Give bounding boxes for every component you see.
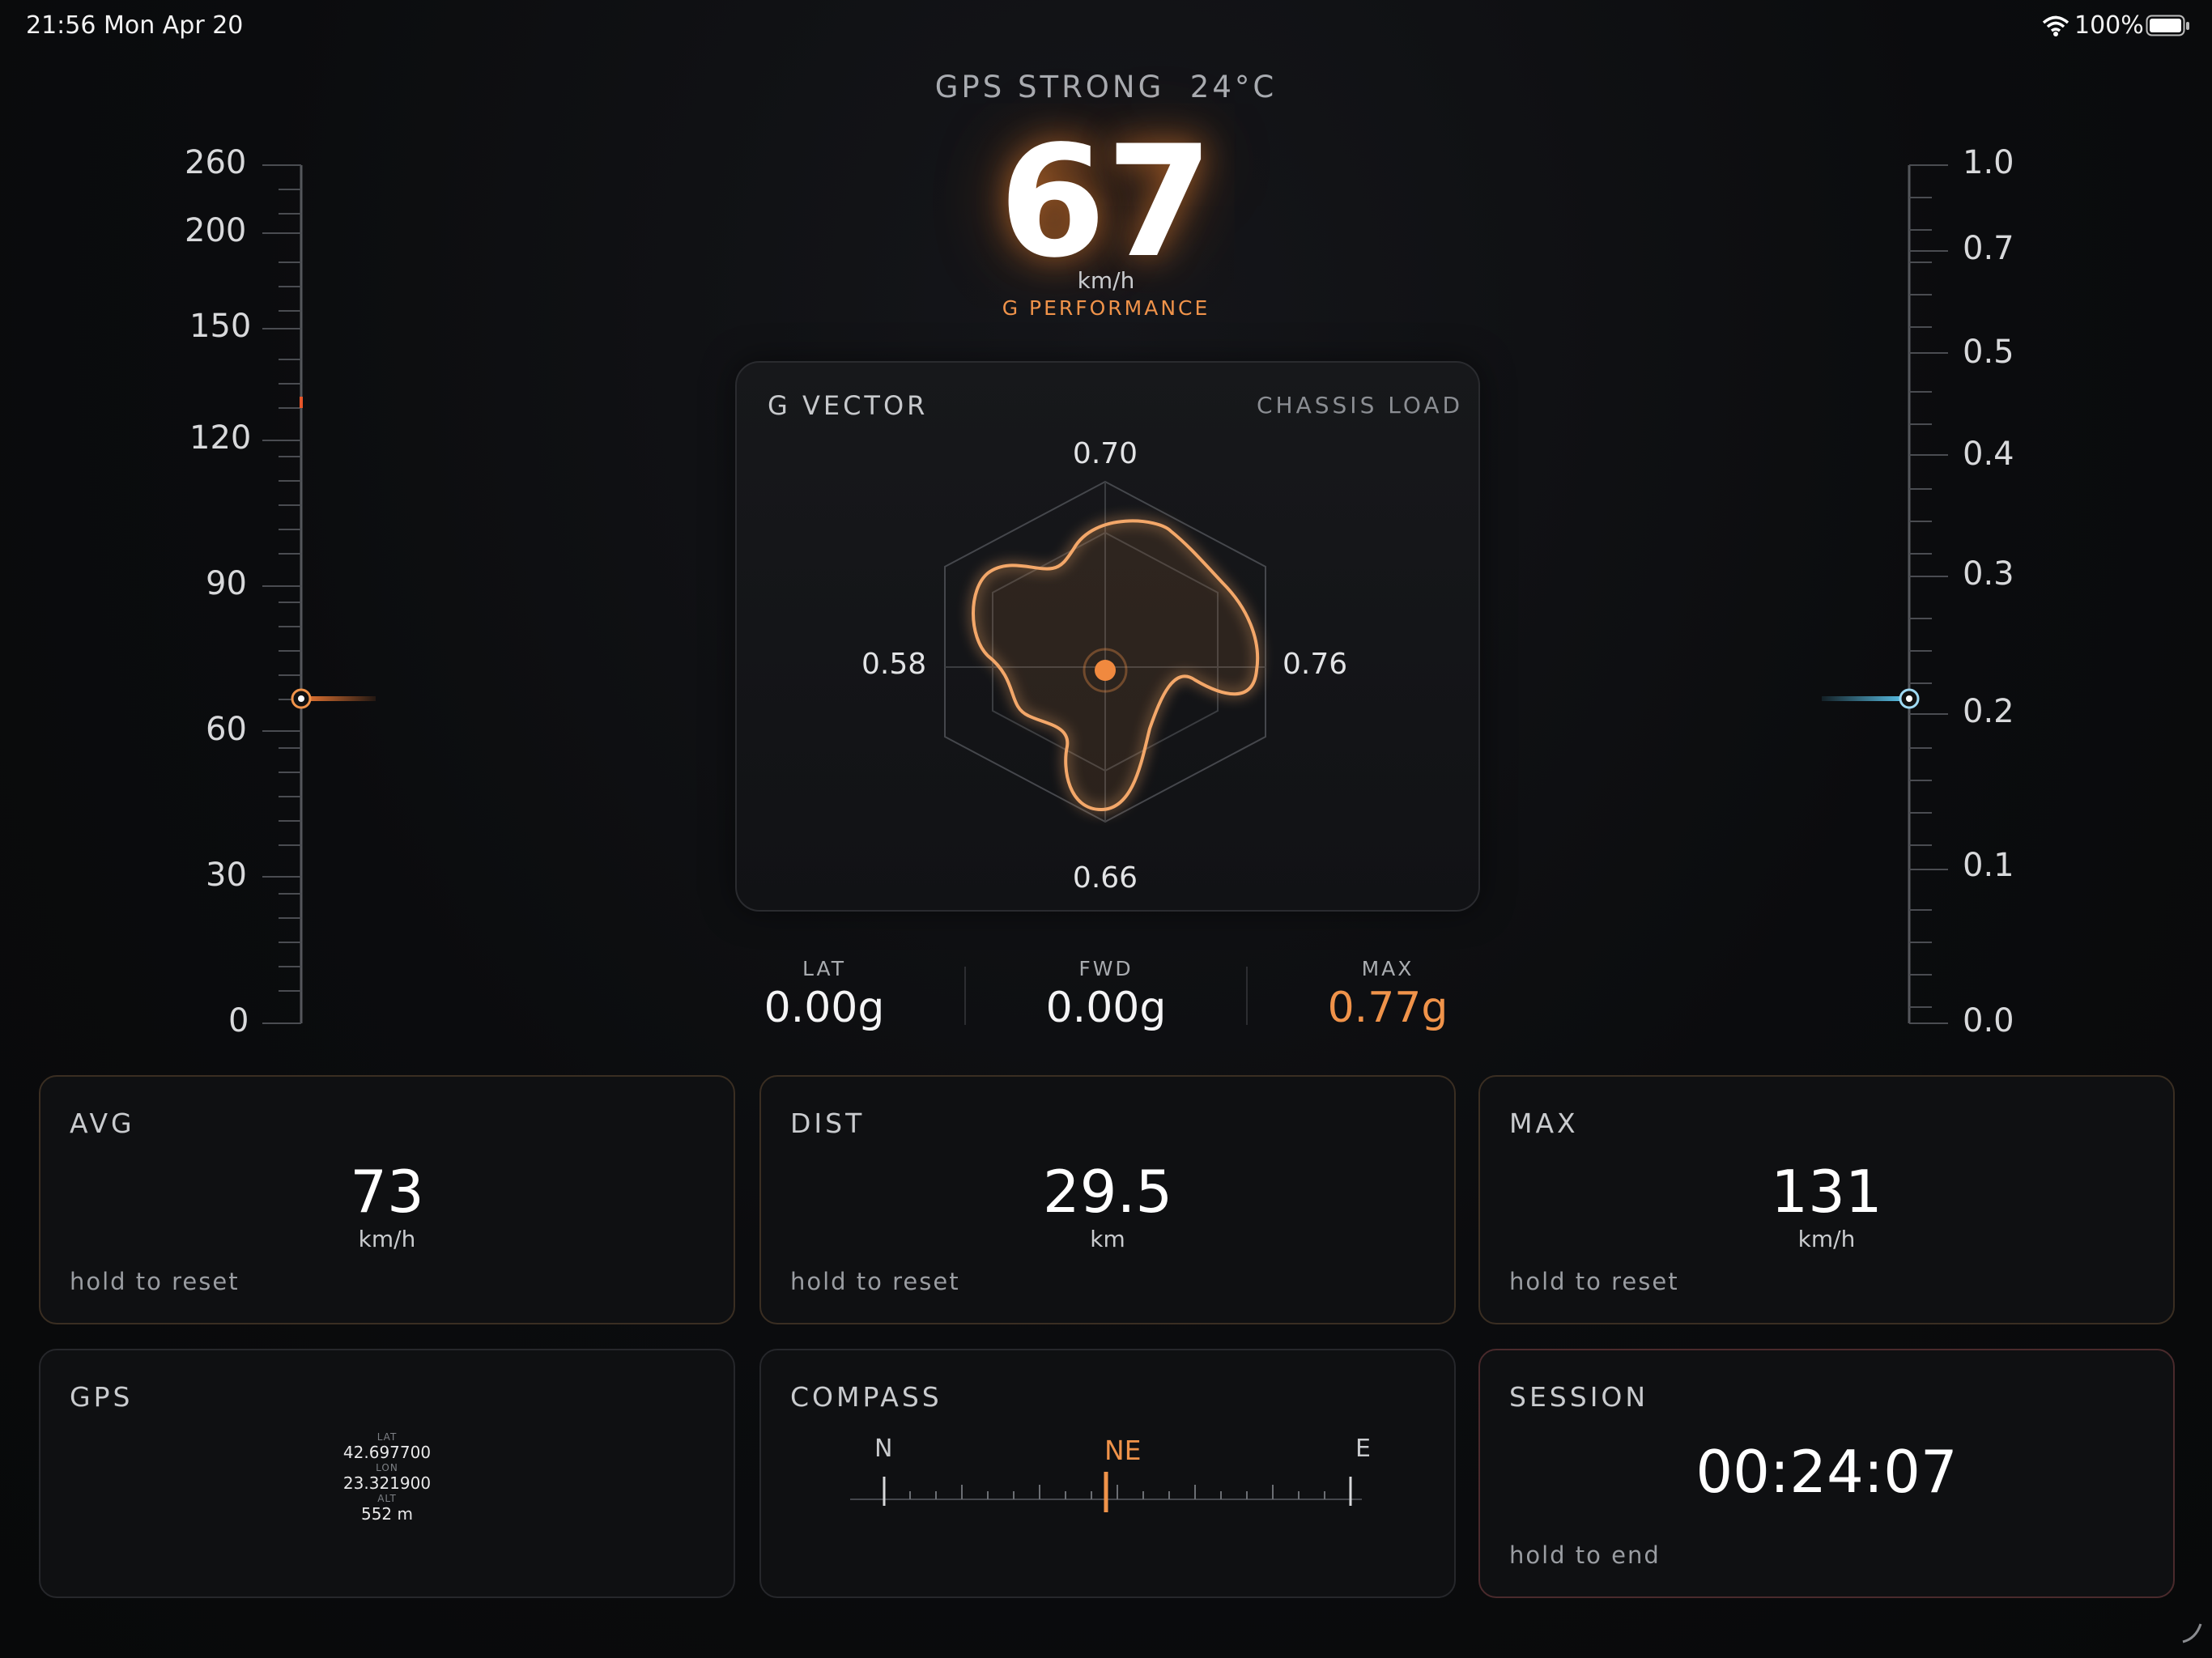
g-stat-lat-label: LAT bbox=[802, 957, 846, 980]
gps-alt: 552 m bbox=[360, 1504, 413, 1524]
max-title: MAX bbox=[1509, 1107, 1579, 1139]
battery-percent: 100% bbox=[2074, 11, 2144, 40]
g-stat-fwd: FWD 0.00g bbox=[1001, 957, 1211, 1032]
g-stat-divider bbox=[1246, 967, 1248, 1025]
gps-lon-label: LON bbox=[376, 1462, 398, 1473]
gps-card: GPS LAT 42.697700 LON 23.321900 ALT 552 … bbox=[39, 1349, 735, 1598]
session-title: SESSION bbox=[1509, 1381, 1649, 1413]
compass-strip bbox=[850, 1472, 1362, 1512]
g-vector-right: 0.76 bbox=[1283, 648, 1348, 681]
g-tick-1-0: 1.0 bbox=[1963, 144, 2014, 181]
session-hint: hold to end bbox=[1509, 1541, 1661, 1569]
gps-alt-label: ALT bbox=[377, 1493, 397, 1504]
dist-hint: hold to reset bbox=[790, 1268, 960, 1295]
g-stat-lat: LAT 0.00g bbox=[719, 957, 929, 1032]
session-card[interactable]: SESSION 00:24:07 hold to end bbox=[1478, 1349, 2175, 1598]
speed-tick-0: 0 bbox=[228, 1002, 249, 1039]
gps-lat-label: LAT bbox=[376, 1431, 398, 1443]
speed-value: 67 bbox=[998, 113, 1214, 291]
g-tick-0-7: 0.7 bbox=[1963, 230, 2014, 267]
g-vector-subtitle: CHASSIS LOAD bbox=[1257, 392, 1464, 419]
wifi-icon bbox=[2042, 15, 2069, 40]
drive-mode[interactable]: G PERFORMANCE bbox=[1002, 296, 1210, 320]
battery-icon bbox=[2146, 15, 2191, 40]
speed-unit: km/h bbox=[1077, 267, 1135, 294]
speed-gauge bbox=[262, 164, 376, 1024]
corner-handle-icon bbox=[2182, 1623, 2202, 1643]
compass-title: COMPASS bbox=[790, 1381, 942, 1413]
g-stat-lat-value: 0.00g bbox=[764, 984, 885, 1032]
avg-title: AVG bbox=[70, 1107, 135, 1139]
dist-card[interactable]: DIST 29.5 km hold to reset bbox=[759, 1075, 1456, 1324]
g-vector-top: 0.70 bbox=[1072, 437, 1138, 470]
g-gauge bbox=[1822, 164, 1948, 1024]
compass-right-label: E bbox=[1355, 1435, 1371, 1463]
session-time: 00:24:07 bbox=[1695, 1438, 1958, 1506]
g-stat-max-value: 0.77g bbox=[1327, 984, 1448, 1032]
dist-title: DIST bbox=[790, 1107, 866, 1139]
speed-tick-90: 90 bbox=[206, 565, 247, 602]
speed-gauge-marker-line bbox=[301, 696, 376, 701]
g-stat-max-label: MAX bbox=[1361, 957, 1414, 980]
gps-lon: 23.321900 bbox=[342, 1473, 432, 1493]
g-tick-0-4: 0.4 bbox=[1963, 436, 2014, 473]
speed-tick-60: 60 bbox=[206, 711, 247, 748]
status-time: 21:56 bbox=[26, 11, 96, 40]
g-tick-0-1: 0.1 bbox=[1963, 847, 2014, 884]
gps-status-line: GPS STRONG 24°C bbox=[0, 70, 2212, 104]
max-value: 131 bbox=[1771, 1158, 1882, 1226]
compass-heading: NE bbox=[1104, 1435, 1142, 1466]
g-vector-shape bbox=[972, 519, 1260, 812]
speed-tick-150: 150 bbox=[189, 308, 252, 345]
avg-card[interactable]: AVG 73 km/h hold to reset bbox=[39, 1075, 735, 1324]
g-stat-fwd-label: FWD bbox=[1078, 957, 1134, 980]
g-tick-0-2: 0.2 bbox=[1963, 693, 2014, 730]
g-tick-0-0: 0.0 bbox=[1963, 1002, 2014, 1039]
gps-status: GPS STRONG bbox=[934, 70, 1165, 104]
speed-tick-200: 200 bbox=[185, 212, 247, 249]
gps-lat: 42.697700 bbox=[342, 1443, 432, 1462]
speed-tick-120: 120 bbox=[189, 419, 252, 457]
max-card[interactable]: MAX 131 km/h hold to reset bbox=[1478, 1075, 2175, 1324]
speed-gauge-max-tick bbox=[300, 397, 303, 408]
temperature: 24°C bbox=[1189, 70, 1278, 104]
dist-unit: km bbox=[1090, 1226, 1125, 1252]
g-vector-radar bbox=[944, 480, 1266, 823]
compass-left-label: N bbox=[874, 1435, 893, 1463]
max-hint: hold to reset bbox=[1509, 1268, 1679, 1295]
avg-unit: km/h bbox=[358, 1226, 416, 1252]
g-tick-0-3: 0.3 bbox=[1963, 555, 2014, 593]
g-vector-bottom: 0.66 bbox=[1072, 861, 1138, 895]
g-gauge-marker-line bbox=[1822, 696, 1909, 701]
g-vector-point bbox=[1095, 660, 1116, 681]
avg-value: 73 bbox=[350, 1158, 424, 1226]
avg-hint: hold to reset bbox=[70, 1268, 240, 1295]
speed-tick-30: 30 bbox=[206, 857, 247, 894]
speed-tick-260: 260 bbox=[185, 144, 247, 181]
g-tick-0-5: 0.5 bbox=[1963, 334, 2014, 371]
g-stat-fwd-value: 0.00g bbox=[1045, 984, 1167, 1032]
compass-card: COMPASS N NE E bbox=[759, 1349, 1456, 1598]
gps-coordinates: LAT 42.697700 LON 23.321900 ALT 552 m bbox=[40, 1431, 734, 1524]
gps-title: GPS bbox=[70, 1381, 134, 1413]
g-vector-left: 0.58 bbox=[861, 648, 927, 681]
status-date: Mon Apr 20 bbox=[104, 11, 244, 40]
g-vector-title: G VECTOR bbox=[768, 390, 929, 421]
g-stat-max: MAX 0.77g bbox=[1283, 957, 1493, 1032]
g-stat-divider bbox=[964, 967, 966, 1025]
dist-value: 29.5 bbox=[1042, 1158, 1173, 1226]
max-unit: km/h bbox=[1797, 1226, 1856, 1252]
